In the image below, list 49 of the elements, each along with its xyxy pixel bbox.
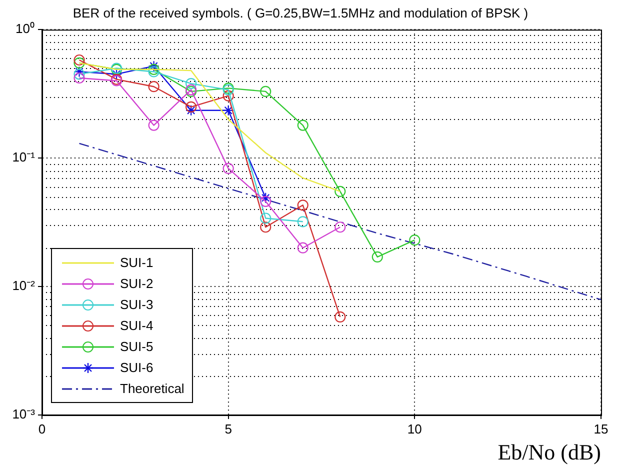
point bbox=[297, 120, 308, 131]
line-series bbox=[78, 142, 601, 300]
x-tick-label: 5 bbox=[224, 421, 232, 436]
point bbox=[148, 120, 160, 131]
y-tick-label: 10⁻¹ bbox=[12, 150, 36, 165]
point bbox=[260, 196, 272, 207]
point bbox=[409, 234, 420, 246]
point bbox=[74, 72, 85, 84]
point bbox=[297, 216, 308, 228]
legend-label: SUI-1 bbox=[120, 255, 154, 270]
point bbox=[148, 81, 160, 92]
point bbox=[222, 90, 234, 102]
point bbox=[260, 222, 272, 233]
legend-label: SUI-3 bbox=[120, 297, 154, 312]
legend-label: SUI-5 bbox=[120, 339, 154, 354]
point bbox=[334, 186, 346, 197]
point bbox=[186, 104, 197, 116]
point bbox=[148, 66, 160, 78]
point bbox=[260, 86, 272, 98]
point bbox=[260, 212, 272, 224]
point bbox=[334, 222, 346, 233]
chart-title: BER of the received symbols. ( G=0.25,BW=1.5MHz and modulation of BPSK ) bbox=[72, 5, 528, 20]
x-tick-label: 0 bbox=[38, 421, 46, 436]
point bbox=[372, 251, 383, 262]
legend-label: Theoretical bbox=[120, 381, 184, 396]
point bbox=[186, 78, 197, 90]
point bbox=[74, 57, 85, 69]
point bbox=[222, 104, 234, 116]
point bbox=[110, 68, 122, 80]
point bbox=[297, 242, 308, 254]
legend-label: SUI-2 bbox=[120, 276, 154, 291]
x-axis-title: Eb/No (dB) bbox=[498, 440, 601, 465]
y-tick-label: 10⁻² bbox=[12, 278, 36, 294]
legend-label: SUI-4 bbox=[120, 318, 154, 333]
y-tick-label: 10⁰ bbox=[16, 21, 35, 36]
point bbox=[222, 162, 234, 174]
point bbox=[186, 101, 197, 112]
point bbox=[74, 68, 85, 80]
point bbox=[74, 66, 85, 78]
x-tick-label: 15 bbox=[594, 421, 608, 436]
point bbox=[260, 192, 272, 204]
legend-label: SUI-6 bbox=[120, 360, 154, 375]
point bbox=[74, 54, 85, 66]
y-tick-label: 10⁻³ bbox=[12, 406, 36, 422]
point bbox=[148, 60, 160, 72]
point bbox=[334, 311, 346, 322]
point bbox=[148, 64, 160, 75]
x-tick-label: 10 bbox=[407, 421, 422, 436]
point bbox=[297, 200, 308, 211]
